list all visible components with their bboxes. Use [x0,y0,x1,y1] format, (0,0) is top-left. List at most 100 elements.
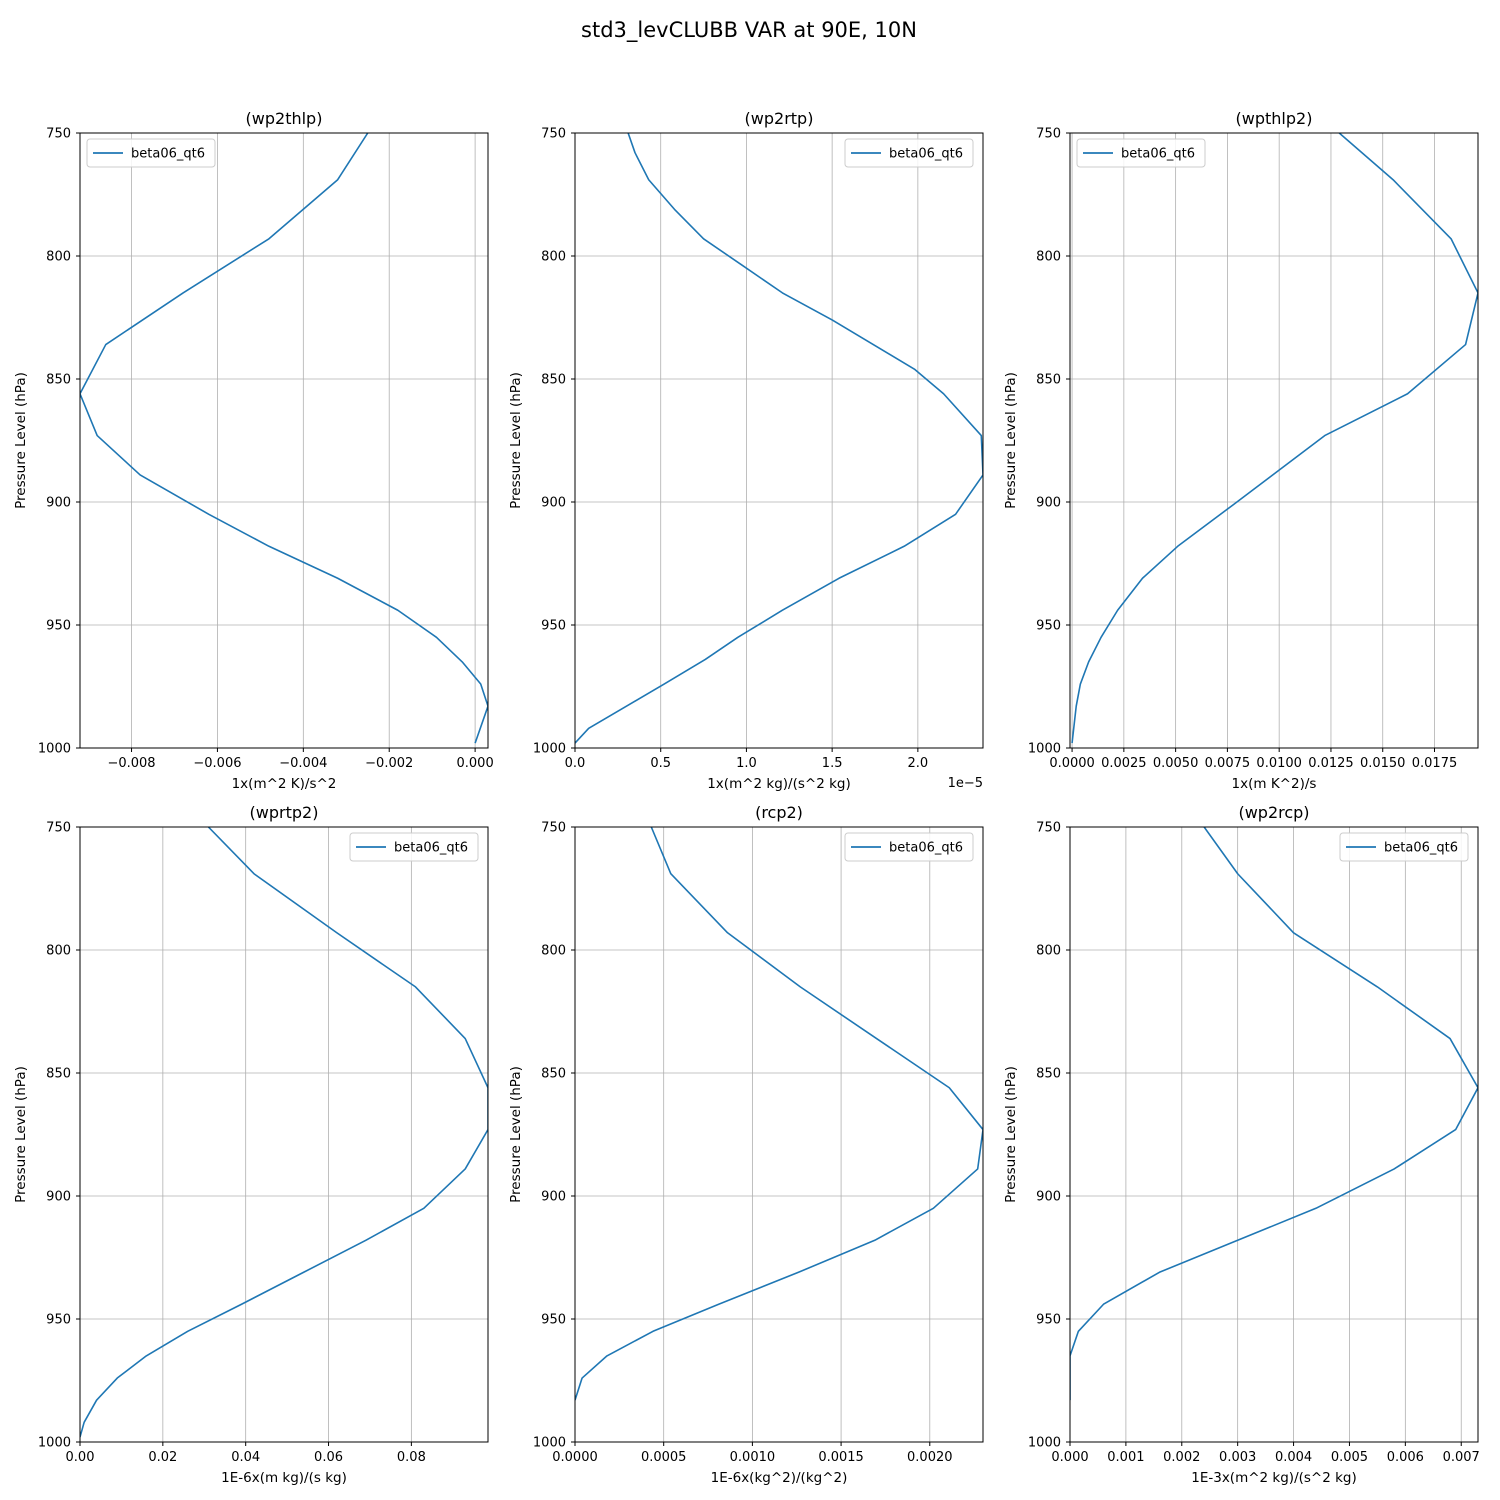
x-tick-label: 0.001 [1107,1450,1144,1465]
y-axis-label: Pressure Level (hPa) [1003,372,1019,509]
x-tick-label: −0.002 [365,756,413,771]
x-offset-text: 1e−5 [948,776,983,791]
x-tick-label: 0.5 [650,756,671,771]
y-axis-label: Pressure Level (hPa) [1003,1066,1019,1203]
panel-title: (wprtp2) [250,803,319,822]
panel-6: 0.000 0.001 0.002 0.003 0.004 0.005 0.006 0.007… [1003,803,1480,1486]
y-axis-label: Pressure Level (hPa) [508,372,524,509]
legend: beta06_qt6 [844,138,974,168]
x-axis-label: 1E-3x(m^2 kg)/(s^2 kg) [1191,1470,1357,1486]
y-tick-label: 850 [541,373,566,388]
legend: beta06_qt6 [1076,138,1206,168]
panel-title: (wp2rtp) [745,109,814,128]
series-line-beta06_qt6 [80,133,488,744]
y-tick-label: 750 [46,821,71,836]
x-tick-label: 0.08 [397,1450,426,1465]
legend: beta06_qt6 [1339,832,1469,862]
y-tick-label: 750 [1036,127,1061,142]
legend-label: beta06_qt6 [889,147,963,162]
y-tick-label: 950 [46,1313,71,1328]
series-line-beta06_qt6 [1070,827,1478,1401]
legend: beta06_qt6 [86,138,216,168]
legend-box [844,832,974,862]
y-tick-label: 850 [46,1067,71,1082]
y-tick-label: 1000 [1028,742,1061,757]
y-tick-label: 850 [541,1067,566,1082]
x-tick-label: 0.0020 [907,1450,953,1465]
x-tick-label: 0.0175 [1412,756,1458,771]
x-tick-label: 0.02 [148,1450,177,1465]
y-axis-label: Pressure Level (hPa) [13,1066,29,1203]
y-tick-label: 750 [46,127,71,142]
y-tick-label: 850 [1036,1067,1061,1082]
y-tick-label: 750 [541,821,566,836]
x-tick-label: 0.04 [231,1450,260,1465]
legend-box [844,138,974,168]
y-tick-label: 1000 [38,1436,71,1451]
x-tick-label: 0.003 [1219,1450,1256,1465]
y-tick-label: 850 [1036,373,1061,388]
x-tick-label: 0.0100 [1256,756,1302,771]
y-tick-label: 900 [46,1190,71,1205]
x-tick-label: 0.004 [1275,1450,1312,1465]
y-tick-label: 950 [541,1313,566,1328]
legend-label: beta06_qt6 [1384,841,1458,856]
y-tick-label: 850 [46,373,71,388]
x-tick-label: 0.0000 [1049,756,1095,771]
x-tick-label: 0.0000 [552,1450,598,1465]
panel-title: (rcp2) [755,803,803,822]
x-tick-label: 0.0010 [730,1450,776,1465]
y-tick-label: 1000 [533,742,566,757]
x-tick-label: 0.0050 [1153,756,1199,771]
series-line-beta06_qt6 [575,133,983,744]
y-tick-label: 800 [1036,944,1061,959]
x-tick-label: −0.008 [107,756,155,771]
axes-frame [79,826,489,1443]
panel-title: (wp2rcp) [1238,803,1309,822]
panel-2: 0.0 0.5 1.0 1.5 2.0 750 800 850 900 950 1000 (wp2rt… [508,109,984,792]
x-tick-label: 0.0015 [818,1450,864,1465]
x-tick-label: 0.0025 [1101,756,1147,771]
legend-box [1076,138,1206,168]
x-tick-label: 0.06 [314,1450,343,1465]
y-tick-label: 900 [46,496,71,511]
legend-label: beta06_qt6 [889,841,963,856]
y-tick-label: 1000 [1028,1436,1061,1451]
y-tick-label: 800 [46,250,71,265]
y-tick-label: 800 [541,250,566,265]
x-tick-label: 0.006 [1387,1450,1424,1465]
y-tick-label: 950 [46,619,71,634]
x-axis-label: 1x(m K^2)/s [1232,776,1317,792]
y-tick-label: 750 [1036,821,1061,836]
y-axis-label: Pressure Level (hPa) [13,372,29,509]
axes-frame [574,132,984,749]
x-tick-label: 0.002 [1163,1450,1200,1465]
series-line-beta06_qt6 [575,827,983,1401]
x-tick-label: 0.00 [66,1450,95,1465]
x-axis-label: 1x(m^2 kg)/(s^2 kg) [707,776,851,792]
axes-frame [1069,132,1479,749]
x-tick-label: 0.0005 [641,1450,687,1465]
y-tick-label: 900 [1036,496,1061,511]
legend-box [349,832,479,862]
y-tick-label: 800 [46,944,71,959]
y-tick-label: 800 [541,944,566,959]
panels: −0.008 −0.006 −0.004 −0.002 0.000 750 800 850 90… [13,109,1480,1486]
x-tick-label: 0.000 [457,756,494,771]
x-tick-label: 1.5 [822,756,843,771]
panel-3: 0.0000 0.0025 0.0050 0.0075 0.0100 0.0125 0.01… [1003,109,1479,792]
x-tick-label: 0.0 [565,756,586,771]
series-line-beta06_qt6 [1071,133,1478,744]
x-axis-label: 1E-6x(m kg)/(s kg) [221,1470,347,1486]
legend-label: beta06_qt6 [1121,147,1195,162]
x-tick-label: −0.006 [193,756,241,771]
series-line-beta06_qt6 [80,827,488,1438]
y-tick-label: 750 [541,127,566,142]
x-tick-label: −0.004 [279,756,327,771]
legend-box [1339,832,1469,862]
x-tick-label: 0.007 [1443,1450,1480,1465]
x-tick-label: 0.0150 [1360,756,1406,771]
x-tick-label: 0.0125 [1308,756,1354,771]
